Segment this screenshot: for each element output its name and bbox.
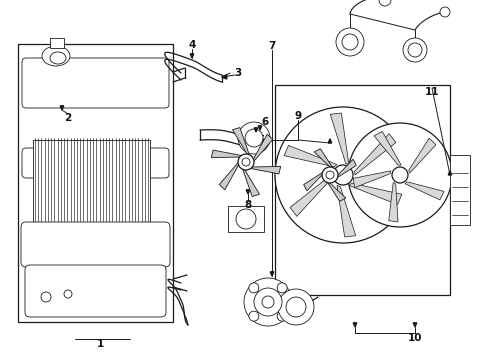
Text: 5: 5 [257, 135, 265, 145]
Polygon shape [448, 171, 452, 175]
Text: 2: 2 [64, 113, 72, 123]
Polygon shape [258, 126, 262, 130]
Text: 8: 8 [245, 200, 252, 210]
Polygon shape [190, 54, 194, 58]
Polygon shape [337, 185, 356, 237]
Circle shape [277, 311, 287, 321]
Polygon shape [246, 190, 250, 194]
Polygon shape [232, 127, 249, 155]
Polygon shape [353, 171, 391, 188]
Bar [33, 140, 150, 240]
Circle shape [348, 123, 452, 227]
Circle shape [262, 296, 274, 308]
Circle shape [254, 288, 282, 316]
Circle shape [286, 297, 306, 317]
Circle shape [249, 311, 259, 321]
Circle shape [41, 292, 51, 302]
Polygon shape [374, 131, 401, 165]
Polygon shape [354, 134, 396, 175]
Text: 1: 1 [97, 339, 103, 349]
Circle shape [277, 283, 287, 293]
Circle shape [238, 122, 270, 154]
FancyBboxPatch shape [25, 265, 166, 317]
Polygon shape [222, 75, 227, 79]
Circle shape [238, 154, 254, 170]
Circle shape [242, 158, 250, 166]
Polygon shape [413, 323, 417, 327]
Polygon shape [338, 159, 356, 177]
Circle shape [236, 209, 256, 229]
Polygon shape [60, 106, 64, 110]
Polygon shape [328, 139, 332, 143]
FancyBboxPatch shape [22, 58, 169, 108]
Bar [228, 206, 264, 232]
Circle shape [245, 129, 263, 147]
Polygon shape [389, 183, 398, 222]
Polygon shape [314, 149, 332, 167]
Circle shape [249, 283, 259, 293]
Text: 6: 6 [261, 117, 269, 127]
Polygon shape [304, 173, 322, 191]
Text: 4: 4 [188, 40, 196, 50]
Bar [50, 38, 64, 48]
Circle shape [64, 290, 72, 298]
FancyBboxPatch shape [21, 222, 170, 267]
Circle shape [403, 38, 427, 62]
Circle shape [333, 165, 353, 185]
Ellipse shape [42, 46, 70, 66]
Polygon shape [254, 128, 258, 132]
Circle shape [440, 7, 450, 17]
Text: 11: 11 [425, 87, 439, 97]
Circle shape [342, 34, 358, 50]
Polygon shape [270, 272, 274, 276]
Bar [275, 85, 450, 295]
Polygon shape [219, 163, 239, 190]
Circle shape [326, 171, 334, 179]
Circle shape [244, 278, 292, 326]
Circle shape [275, 107, 411, 243]
Text: 10: 10 [408, 333, 422, 343]
Circle shape [392, 167, 408, 183]
Polygon shape [353, 323, 357, 327]
Polygon shape [330, 113, 349, 165]
Polygon shape [222, 75, 226, 79]
Text: 9: 9 [294, 111, 301, 121]
FancyBboxPatch shape [22, 148, 169, 178]
Text: 3: 3 [234, 68, 242, 78]
Polygon shape [328, 183, 346, 201]
Circle shape [379, 0, 391, 6]
Circle shape [408, 43, 422, 57]
Bar [450, 155, 470, 225]
Polygon shape [243, 169, 260, 197]
Polygon shape [253, 134, 273, 161]
Polygon shape [211, 150, 242, 158]
Polygon shape [251, 166, 281, 174]
Polygon shape [284, 145, 337, 167]
Polygon shape [290, 175, 332, 216]
Circle shape [336, 28, 364, 56]
Circle shape [278, 289, 314, 325]
Bar [18, 44, 173, 322]
Text: 7: 7 [269, 41, 276, 51]
Polygon shape [409, 138, 436, 173]
Circle shape [322, 167, 338, 183]
Polygon shape [405, 182, 444, 200]
Polygon shape [349, 183, 402, 204]
Ellipse shape [50, 52, 66, 64]
